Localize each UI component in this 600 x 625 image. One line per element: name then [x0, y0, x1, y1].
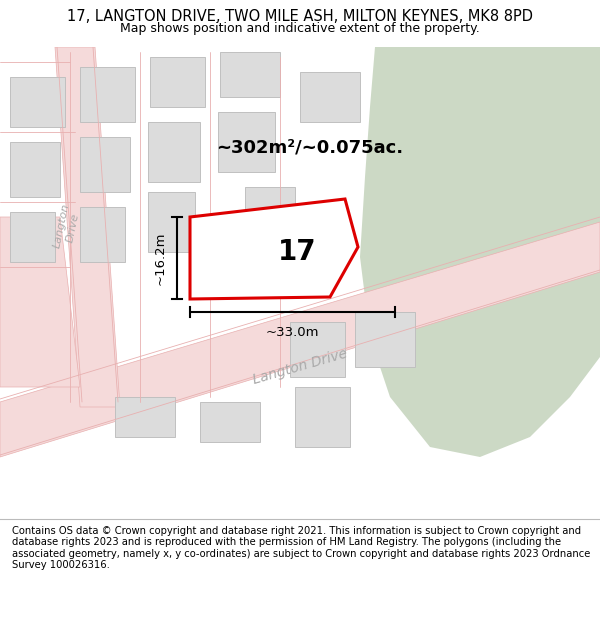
- Text: ~302m²/~0.075ac.: ~302m²/~0.075ac.: [217, 138, 404, 156]
- Text: 17: 17: [278, 238, 317, 266]
- Polygon shape: [220, 52, 280, 97]
- Polygon shape: [0, 222, 600, 457]
- Polygon shape: [360, 47, 600, 457]
- Polygon shape: [80, 137, 130, 192]
- Polygon shape: [0, 217, 80, 387]
- Polygon shape: [290, 322, 345, 377]
- Text: Contains OS data © Crown copyright and database right 2021. This information is : Contains OS data © Crown copyright and d…: [12, 526, 590, 571]
- Polygon shape: [80, 67, 135, 122]
- Text: Map shows position and indicative extent of the property.: Map shows position and indicative extent…: [120, 22, 480, 35]
- Polygon shape: [300, 72, 360, 122]
- Polygon shape: [150, 57, 205, 107]
- Polygon shape: [218, 112, 275, 172]
- Polygon shape: [148, 192, 195, 252]
- Text: Langton Drive: Langton Drive: [251, 347, 349, 388]
- Polygon shape: [55, 47, 120, 407]
- Polygon shape: [200, 402, 260, 442]
- Polygon shape: [148, 122, 200, 182]
- Text: ~16.2m: ~16.2m: [154, 231, 167, 285]
- Polygon shape: [190, 199, 358, 299]
- Text: ~33.0m: ~33.0m: [266, 326, 319, 339]
- Polygon shape: [10, 142, 60, 197]
- Polygon shape: [115, 397, 175, 437]
- Text: Langton
Drive: Langton Drive: [52, 202, 82, 251]
- Text: 17, LANGTON DRIVE, TWO MILE ASH, MILTON KEYNES, MK8 8PD: 17, LANGTON DRIVE, TWO MILE ASH, MILTON …: [67, 9, 533, 24]
- Polygon shape: [245, 187, 295, 232]
- Polygon shape: [10, 212, 55, 262]
- Polygon shape: [80, 207, 125, 262]
- Polygon shape: [355, 312, 415, 367]
- Polygon shape: [10, 77, 65, 127]
- Polygon shape: [295, 387, 350, 447]
